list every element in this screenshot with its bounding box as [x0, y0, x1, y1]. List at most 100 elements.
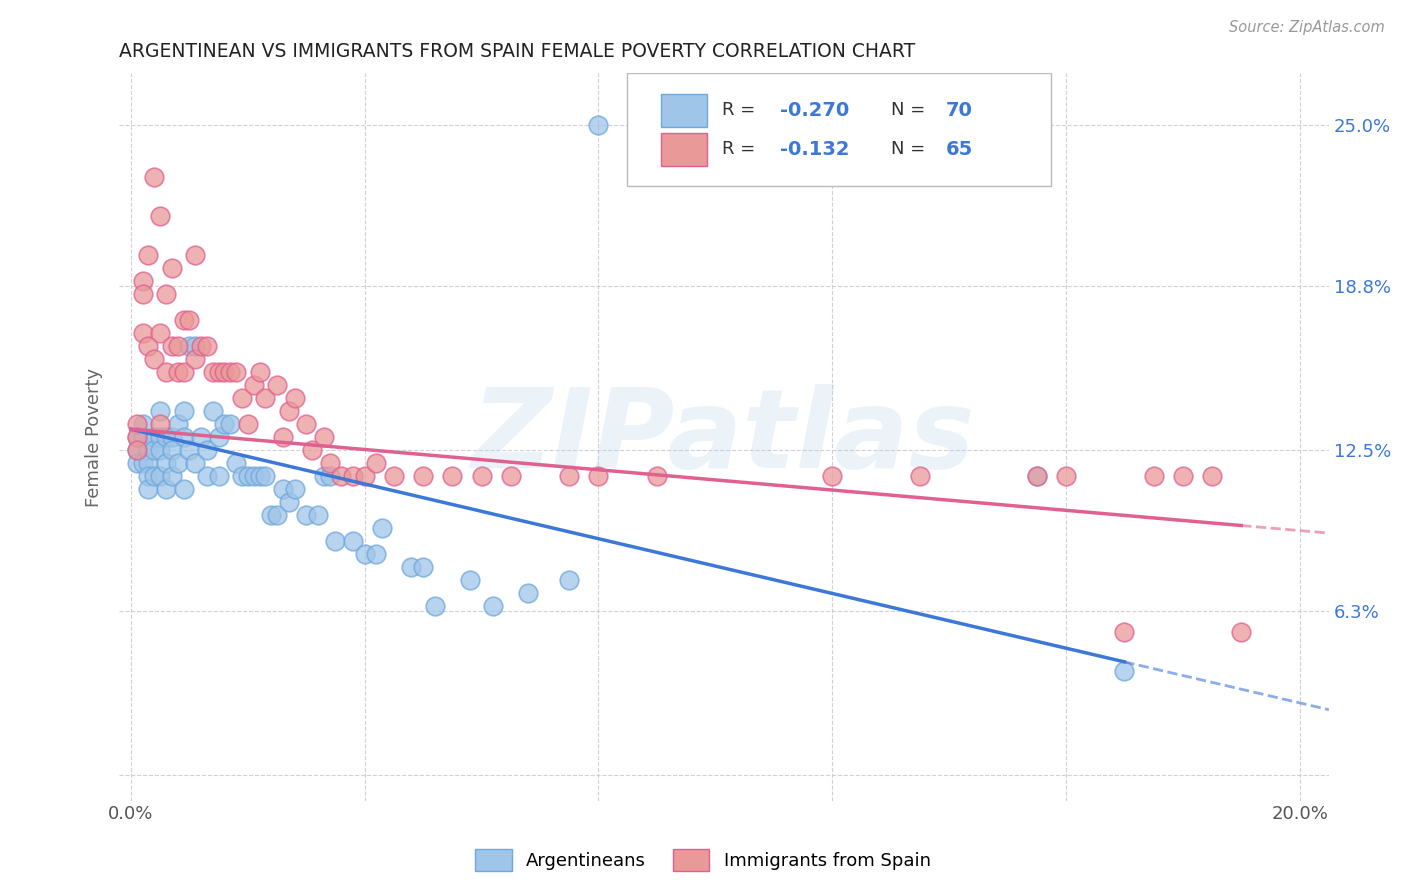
Point	[1114, 664, 1136, 678]
Point	[225, 365, 247, 379]
Point	[371, 521, 394, 535]
Point	[1201, 469, 1223, 483]
Point	[131, 287, 153, 301]
Point	[517, 586, 540, 600]
Point	[125, 430, 148, 444]
Point	[131, 326, 153, 340]
Point	[160, 339, 183, 353]
Point	[138, 339, 160, 353]
Point	[225, 456, 247, 470]
Point	[401, 560, 423, 574]
Point	[138, 248, 160, 262]
Point	[190, 430, 212, 444]
Point	[173, 365, 195, 379]
Text: -0.270: -0.270	[780, 101, 849, 120]
Point	[219, 417, 242, 431]
Point	[143, 352, 166, 367]
Point	[301, 442, 323, 457]
Point	[458, 573, 481, 587]
Point	[149, 430, 172, 444]
Point	[195, 469, 218, 483]
Point	[325, 533, 347, 548]
Point	[271, 430, 294, 444]
Point	[441, 469, 464, 483]
Text: Source: ZipAtlas.com: Source: ZipAtlas.com	[1229, 20, 1385, 35]
Point	[179, 442, 201, 457]
Point	[125, 442, 148, 457]
Point	[138, 456, 160, 470]
Point	[558, 573, 581, 587]
Point	[138, 469, 160, 483]
Text: ARGENTINEAN VS IMMIGRANTS FROM SPAIN FEMALE POVERTY CORRELATION CHART: ARGENTINEAN VS IMMIGRANTS FROM SPAIN FEM…	[120, 42, 915, 61]
Point	[236, 469, 259, 483]
Point	[149, 417, 172, 431]
Point	[143, 469, 166, 483]
Point	[266, 378, 288, 392]
Point	[131, 430, 153, 444]
Point	[184, 248, 207, 262]
Point	[190, 339, 212, 353]
Point	[254, 469, 277, 483]
Point	[412, 560, 434, 574]
Point	[173, 404, 195, 418]
Point	[260, 508, 283, 522]
Point	[143, 442, 166, 457]
Point	[499, 469, 522, 483]
Point	[588, 469, 610, 483]
Point	[382, 469, 405, 483]
Point	[201, 365, 224, 379]
Point	[179, 339, 201, 353]
Point	[131, 417, 153, 431]
Point	[195, 339, 218, 353]
Text: ZIPatlas: ZIPatlas	[472, 384, 976, 491]
Point	[160, 261, 183, 276]
Point	[284, 482, 307, 496]
Point	[318, 469, 340, 483]
FancyBboxPatch shape	[661, 133, 707, 166]
Point	[184, 339, 207, 353]
Point	[155, 430, 177, 444]
Point	[318, 456, 340, 470]
Text: 70: 70	[945, 101, 973, 120]
Point	[166, 339, 188, 353]
Point	[131, 274, 153, 288]
Point	[1171, 469, 1194, 483]
Point	[342, 469, 364, 483]
Point	[149, 469, 172, 483]
Text: R =: R =	[721, 140, 766, 159]
Point	[214, 365, 236, 379]
Point	[266, 508, 288, 522]
Point	[312, 430, 335, 444]
Text: N =: N =	[891, 101, 931, 120]
Point	[330, 469, 353, 483]
Point	[1114, 624, 1136, 639]
Point	[149, 326, 172, 340]
Point	[155, 482, 177, 496]
Point	[166, 417, 188, 431]
Point	[125, 417, 148, 431]
Point	[353, 469, 375, 483]
Point	[295, 417, 318, 431]
Point	[277, 404, 299, 418]
Point	[423, 599, 446, 613]
Point	[184, 456, 207, 470]
Point	[195, 442, 218, 457]
Point	[125, 442, 148, 457]
Point	[249, 469, 271, 483]
Point	[173, 482, 195, 496]
Point	[242, 378, 264, 392]
Point	[558, 469, 581, 483]
Point	[155, 365, 177, 379]
Point	[138, 482, 160, 496]
Point	[143, 430, 166, 444]
Point	[214, 417, 236, 431]
Point	[125, 430, 148, 444]
Point	[307, 508, 329, 522]
Point	[242, 469, 264, 483]
Point	[366, 456, 388, 470]
Point	[149, 442, 172, 457]
Point	[207, 469, 229, 483]
Point	[366, 547, 388, 561]
Point	[207, 430, 229, 444]
FancyBboxPatch shape	[627, 73, 1050, 186]
